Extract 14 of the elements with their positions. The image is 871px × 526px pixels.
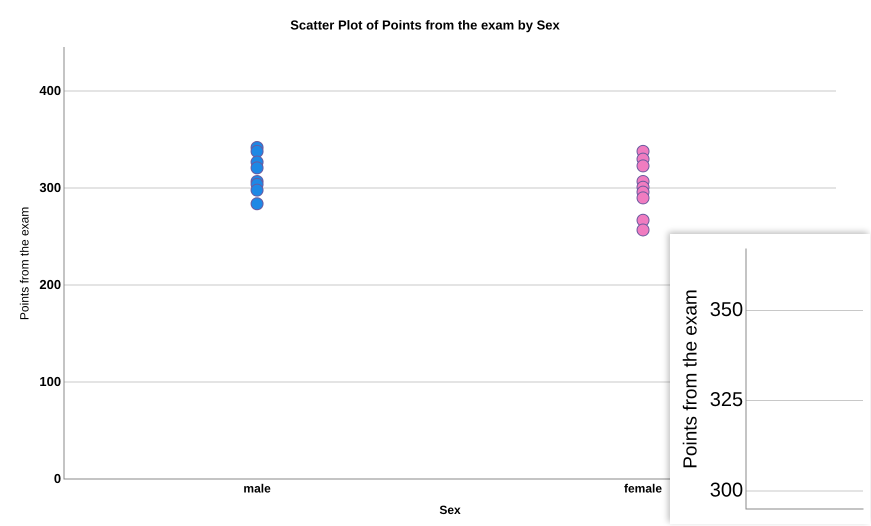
y-tick-label: 300 xyxy=(39,180,62,195)
y-tick-label: 400 xyxy=(39,82,62,98)
y-axis-title: Points from the exam xyxy=(18,206,32,320)
chart-title: Scatter Plot of Points from the exam by Sex xyxy=(290,17,560,32)
y-axis-title: Points from the exam xyxy=(680,289,702,469)
x-axis-title: Sex xyxy=(439,503,462,518)
y-tick-label: 0 xyxy=(54,470,62,486)
x-tick-label: female xyxy=(624,482,662,496)
x-tick-label: male xyxy=(243,482,272,496)
y-tick-label: 200 xyxy=(39,276,62,292)
y-tick-label: 100 xyxy=(39,374,62,389)
y-tick-label: 300 xyxy=(710,479,744,502)
y-tick-label: 350 xyxy=(710,298,744,321)
y-tick-label: 325 xyxy=(710,389,744,412)
